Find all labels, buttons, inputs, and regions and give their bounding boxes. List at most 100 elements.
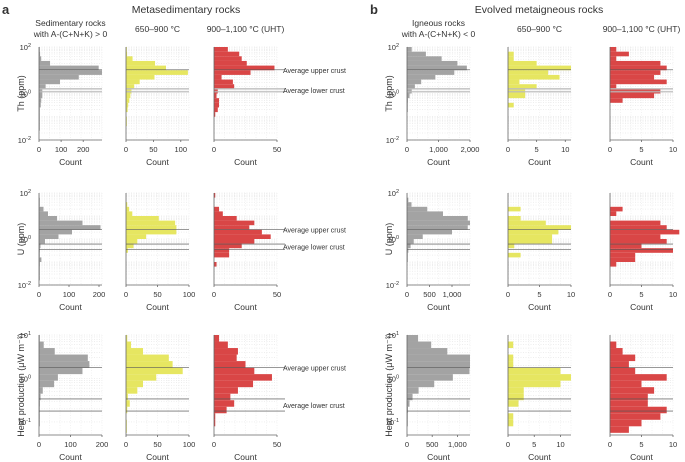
y-axis-label: Heat production (μW m⁻³) bbox=[16, 333, 26, 436]
histogram-bar bbox=[508, 74, 560, 80]
label-average-upper-crust: Average upper crust bbox=[283, 227, 346, 234]
x-tick-label: 50 bbox=[153, 440, 161, 449]
histogram-bar bbox=[610, 239, 667, 244]
x-tick-label: 200 bbox=[77, 145, 90, 154]
histogram-a-1: 0 50 100 Count bbox=[124, 192, 196, 312]
x-tick-label: 0 bbox=[124, 145, 128, 154]
x-axis-label: Count bbox=[630, 452, 653, 462]
histogram-bar bbox=[126, 74, 155, 80]
histogram-bar bbox=[508, 387, 524, 394]
histogram-bar bbox=[39, 387, 43, 394]
histogram-b-0: 0 500 1,000 Count bbox=[405, 334, 471, 462]
y-tick-label: 10-2 bbox=[386, 281, 399, 290]
x-tick-label: 100 bbox=[175, 145, 188, 154]
histogram-bar bbox=[126, 234, 147, 239]
x-tick-label: 10 bbox=[669, 290, 677, 299]
y-tick-label: 10-1 bbox=[18, 418, 31, 427]
histogram-bar bbox=[214, 252, 230, 258]
histogram-bar bbox=[39, 248, 40, 253]
x-tick-label: 0 bbox=[212, 440, 216, 449]
histogram-bar bbox=[214, 374, 272, 381]
histogram-bar bbox=[126, 211, 133, 216]
label-average-lower-crust: Average lower crust bbox=[283, 403, 345, 410]
histogram-b-1: 0 5 10 Count bbox=[506, 46, 572, 167]
x-tick-label: 500 bbox=[426, 440, 439, 449]
histogram-bar bbox=[508, 239, 553, 244]
histogram-bar bbox=[39, 56, 42, 61]
histogram-bar bbox=[39, 239, 45, 244]
panel-label-a: a bbox=[2, 2, 10, 17]
histogram-bar bbox=[407, 239, 414, 244]
histogram-bar bbox=[39, 419, 40, 427]
x-axis-label: Count bbox=[234, 302, 257, 312]
histogram-bar bbox=[126, 51, 128, 57]
histogram-bar bbox=[214, 348, 238, 355]
histogram-bar bbox=[407, 197, 409, 203]
column-title: 900–1,100 °C (UHT) bbox=[603, 24, 681, 34]
histogram-bar bbox=[508, 220, 546, 226]
histogram-bar bbox=[39, 225, 101, 230]
x-tick-label: 50 bbox=[273, 290, 281, 299]
histogram-bar bbox=[214, 239, 255, 244]
x-tick-label: 5 bbox=[532, 440, 536, 449]
histogram-bar bbox=[39, 335, 40, 342]
x-tick-label: 0 bbox=[124, 290, 128, 299]
histogram-bar bbox=[39, 60, 51, 66]
y-axis-label: Heat production (μW m⁻³) bbox=[384, 333, 394, 436]
histogram-bar bbox=[214, 107, 218, 113]
histogram-bar bbox=[39, 112, 40, 117]
histogram-bar bbox=[126, 354, 169, 362]
histogram-bar bbox=[508, 400, 519, 407]
histogram-bar bbox=[126, 393, 128, 401]
histogram-bar bbox=[214, 243, 242, 249]
x-axis-label: Count bbox=[234, 157, 257, 167]
x-tick-label: 100 bbox=[55, 145, 68, 154]
histogram-bar bbox=[126, 107, 128, 113]
histogram-bar bbox=[407, 216, 468, 221]
histogram-bar bbox=[39, 121, 40, 127]
histogram-bar bbox=[39, 47, 40, 52]
histogram-bar bbox=[407, 361, 470, 368]
x-tick-label: 200 bbox=[96, 440, 109, 449]
histogram-bar bbox=[126, 229, 177, 235]
histogram-bar bbox=[610, 70, 661, 75]
histogram-bar bbox=[610, 380, 642, 388]
histogram-bar bbox=[407, 367, 470, 375]
histogram-bar bbox=[126, 248, 128, 253]
histogram-bar bbox=[214, 93, 217, 99]
column-title: 650–900 °C bbox=[135, 24, 180, 34]
histogram-bar bbox=[610, 234, 661, 239]
histogram-bar bbox=[508, 60, 537, 66]
x-tick-label: 0 bbox=[212, 290, 216, 299]
histogram-bar bbox=[610, 262, 617, 267]
histogram-bar bbox=[610, 206, 623, 212]
histogram-bar bbox=[508, 102, 514, 108]
histogram-bar bbox=[508, 84, 537, 89]
x-axis-label: Count bbox=[59, 302, 82, 312]
x-tick-label: 0 bbox=[405, 290, 409, 299]
x-tick-label: 10 bbox=[567, 290, 575, 299]
histogram-bar bbox=[39, 220, 83, 226]
histogram-bar bbox=[126, 367, 183, 375]
histogram-bar bbox=[39, 380, 55, 388]
histogram-bar bbox=[610, 51, 629, 57]
histogram-bar bbox=[407, 234, 423, 239]
x-axis-label: Count bbox=[630, 302, 653, 312]
histogram-b-0: 0 500 1,000 Count bbox=[405, 192, 471, 312]
histogram-bar bbox=[126, 400, 130, 407]
group-title-b: Evolved metaigneous rocks bbox=[475, 4, 603, 16]
histogram-bar bbox=[610, 348, 623, 355]
histogram-bar bbox=[126, 79, 140, 85]
histogram-bar bbox=[214, 70, 251, 75]
y-axis-label: U (ppm) bbox=[16, 223, 26, 256]
histogram-bar bbox=[407, 206, 428, 212]
x-axis-label: Count bbox=[59, 452, 82, 462]
x-axis-label: Count bbox=[427, 302, 450, 312]
x-tick-label: 50 bbox=[273, 440, 281, 449]
histogram-bar bbox=[407, 74, 436, 80]
histogram-bar bbox=[126, 374, 157, 381]
histogram-bar bbox=[214, 60, 247, 66]
x-tick-label: 100 bbox=[183, 290, 196, 299]
histogram-bar bbox=[407, 202, 412, 207]
